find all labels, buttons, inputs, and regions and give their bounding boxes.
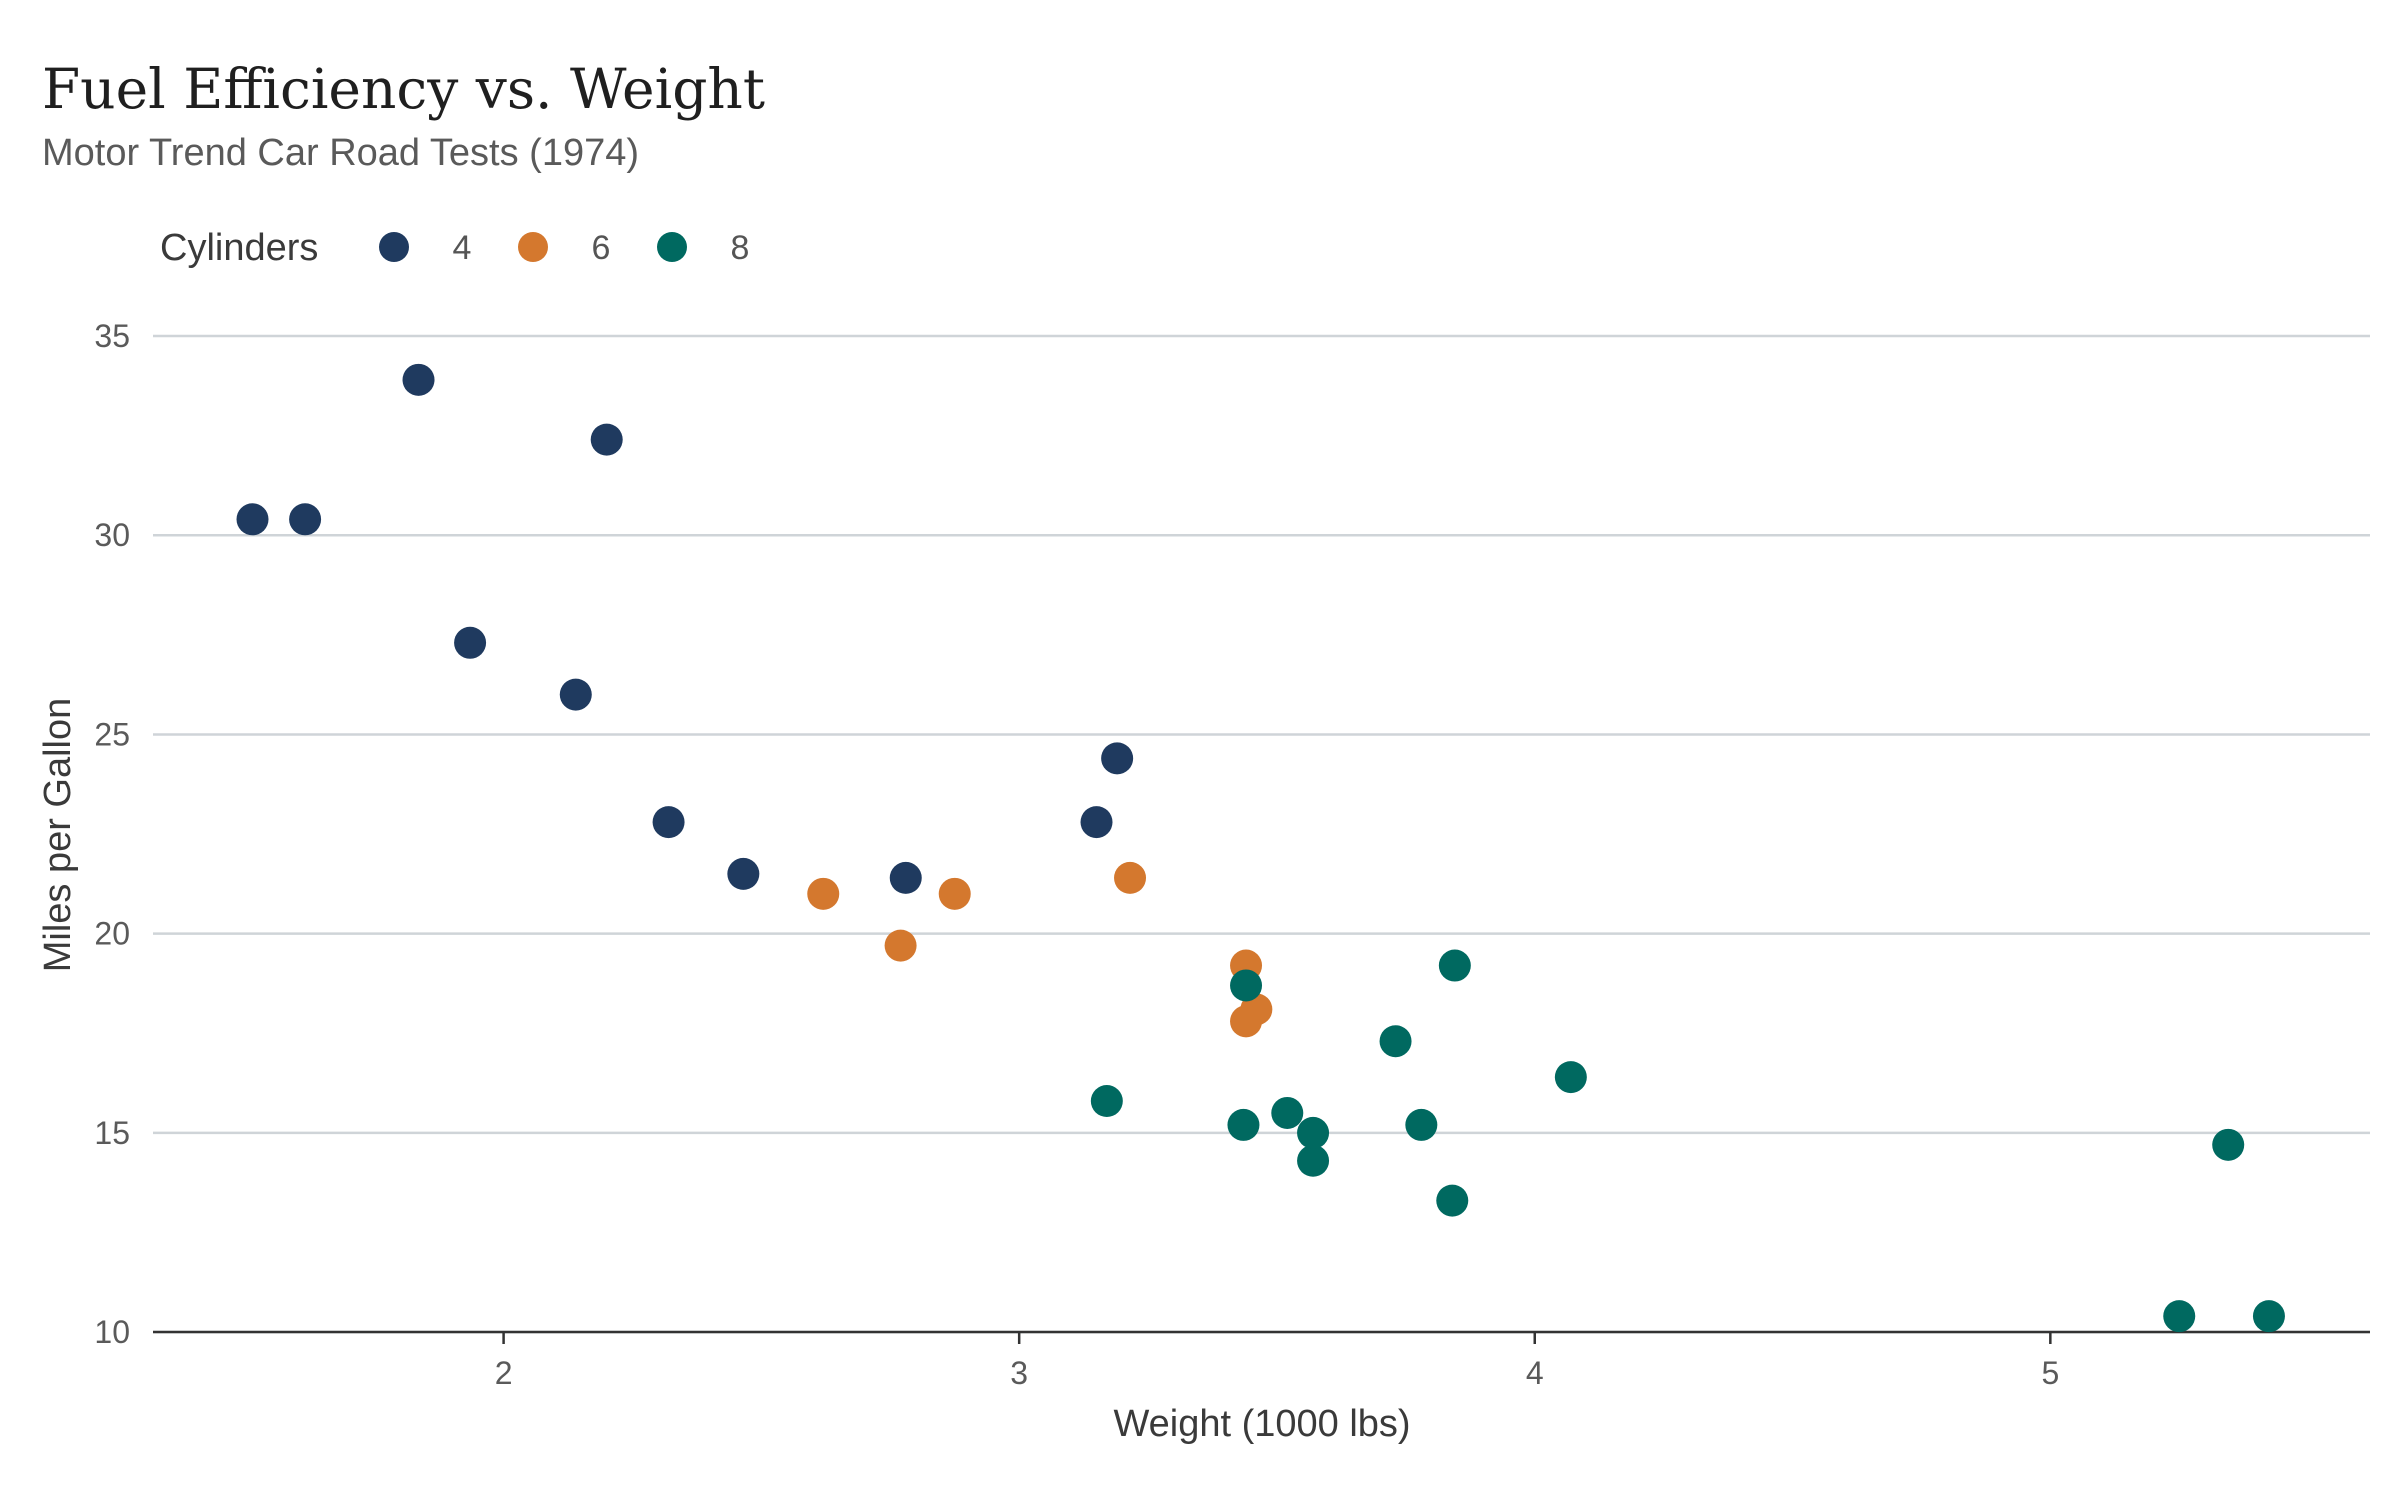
legend-label-6: 6 <box>592 229 611 267</box>
data-point-cyl-8 <box>1227 1108 1260 1141</box>
gridlines: 10 15 20 25 30 35 <box>94 318 2370 1350</box>
data-point-cyl-4 <box>236 503 269 536</box>
data-point-cyl-8 <box>1405 1108 1438 1141</box>
data-point-cyl-4 <box>402 363 435 396</box>
legend-items: 4 6 8 <box>379 229 749 267</box>
data-point-cyl-8 <box>1436 1184 1469 1217</box>
x-tick-label: 4 <box>1526 1355 1544 1391</box>
data-point-cyl-8 <box>1090 1085 1123 1118</box>
data-point-cyl-4 <box>652 806 685 839</box>
y-tick-label: 35 <box>94 318 130 354</box>
data-point-cyl-4 <box>1101 742 1134 775</box>
legend: Cylinders 4 6 8 <box>160 227 749 269</box>
y-tick-label: 15 <box>94 1115 130 1151</box>
data-point-cyl-6 <box>1230 1005 1263 1038</box>
data-point-cyl-4 <box>590 423 623 456</box>
data-point-cyl-8 <box>1554 1061 1587 1094</box>
legend-swatch-8 <box>657 232 687 262</box>
data-point-cyl-6 <box>807 877 840 910</box>
data-point-cyl-6 <box>1114 861 1147 894</box>
data-point-cyl-8 <box>2163 1300 2196 1333</box>
axes: 2 3 4 5 <box>153 1330 2370 1391</box>
data-point-cyl-6 <box>938 877 971 910</box>
y-tick-label: 25 <box>94 716 130 752</box>
legend-swatch-4 <box>379 232 409 262</box>
x-axis-label: Weight (1000 lbs) <box>1113 1403 1410 1445</box>
chart-subtitle: Motor Trend Car Road Tests (1974) <box>42 132 639 174</box>
data-point-cyl-8 <box>1271 1096 1304 1129</box>
data-point-cyl-4 <box>289 503 322 536</box>
x-tick-label: 5 <box>2041 1355 2059 1391</box>
legend-label-4: 4 <box>453 229 472 267</box>
x-tick-label: 2 <box>495 1355 513 1391</box>
legend-swatch-6 <box>518 232 548 262</box>
data-point-cyl-4 <box>454 626 487 659</box>
data-point-cyl-8 <box>1379 1025 1412 1058</box>
data-point-cyl-8 <box>2212 1128 2245 1161</box>
y-tick-label: 20 <box>94 916 130 952</box>
data-point-cyl-4 <box>1080 806 1113 839</box>
legend-label-8: 8 <box>731 229 750 267</box>
data-point-cyl-8 <box>1297 1144 1330 1177</box>
data-point-cyl-4 <box>889 861 922 894</box>
data-point-cyl-4 <box>727 857 760 890</box>
data-point-cyl-4 <box>559 678 592 711</box>
data-point-cyl-8 <box>2252 1300 2285 1333</box>
data-point-cyl-8 <box>1230 969 1263 1002</box>
y-tick-label: 30 <box>94 517 130 553</box>
legend-title: Cylinders <box>160 227 318 269</box>
y-axis-label: Miles per Gallon <box>37 698 79 973</box>
y-tick-label: 10 <box>94 1314 130 1350</box>
data-points <box>236 363 2285 1333</box>
x-tick-label: 3 <box>1010 1355 1028 1391</box>
data-point-cyl-6 <box>884 929 917 962</box>
data-point-cyl-8 <box>1297 1116 1330 1149</box>
chart-title: Fuel Efficiency vs. Weight <box>42 57 765 121</box>
data-point-cyl-8 <box>1438 949 1471 982</box>
